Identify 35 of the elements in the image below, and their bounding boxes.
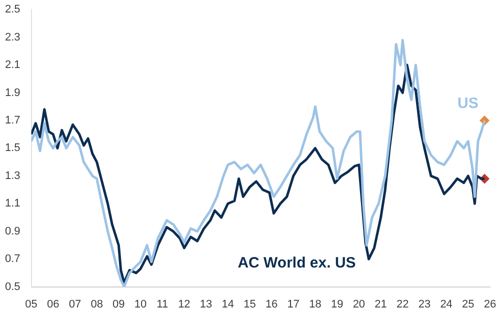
x-tick-label: 24 — [440, 298, 452, 310]
x-tick-label: 17 — [287, 298, 300, 310]
x-tick-label: 09 — [112, 298, 125, 310]
x-tick-label: 12 — [178, 298, 190, 310]
y-tick-label: 0.9 — [4, 225, 20, 238]
y-tick-label: 0.5 — [4, 280, 20, 293]
x-tick-label: 10 — [134, 298, 147, 310]
y-tick-label: 2.1 — [4, 59, 20, 72]
x-tick-label: 11 — [156, 298, 168, 310]
x-tick-label: 26 — [484, 298, 496, 310]
series-label: AC World ex. US — [238, 254, 356, 272]
x-tick-label: 13 — [200, 298, 212, 310]
x-tick-label: 05 — [25, 298, 38, 310]
x-tick-label: 18 — [309, 298, 322, 310]
x-tick-label: 22 — [396, 298, 409, 310]
y-tick-label: 2.5 — [4, 4, 20, 16]
y-tick-label: 1.3 — [4, 170, 20, 182]
x-tick-label: 19 — [330, 298, 344, 310]
x-tick-label: 07 — [68, 298, 82, 310]
series-label: US — [458, 94, 478, 112]
y-tick-label: 1.1 — [4, 198, 20, 210]
y-tick-label: 1.5 — [4, 142, 20, 154]
x-tick-label: 23 — [418, 298, 431, 310]
x-tick-label: 16 — [265, 298, 278, 310]
x-tick-label: 14 — [222, 298, 234, 310]
y-tick-label: 0.7 — [4, 253, 20, 266]
x-tick-label: 15 — [244, 298, 256, 310]
y-tick-label: 1.9 — [4, 86, 20, 99]
x-tick-label: 25 — [462, 298, 474, 310]
y-tick-label: 1.7 — [4, 114, 20, 127]
x-tick-label: 20 — [352, 298, 366, 310]
y-tick-label: 2.3 — [4, 31, 20, 44]
x-tick-label: 21 — [374, 298, 387, 310]
x-tick-label: 06 — [47, 298, 60, 310]
x-tick-label: 08 — [90, 298, 103, 310]
